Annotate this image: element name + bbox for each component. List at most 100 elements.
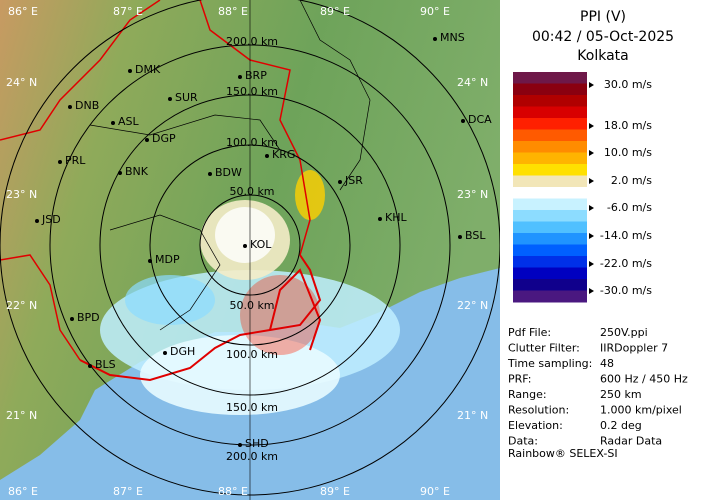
scale-arrow bbox=[589, 261, 594, 267]
panel-site: Kolkata bbox=[577, 48, 628, 64]
lat-label: 24° N bbox=[457, 76, 488, 89]
scale-block bbox=[513, 290, 587, 303]
city-dot bbox=[118, 171, 122, 175]
ring-label: 100.0 km bbox=[226, 136, 278, 149]
scale-arrow bbox=[589, 178, 594, 184]
info-key: Clutter Filter: bbox=[508, 342, 580, 355]
scale-block bbox=[513, 129, 587, 142]
city-dot bbox=[168, 97, 172, 101]
ring-label: 50.0 km bbox=[229, 185, 274, 198]
scale-block bbox=[513, 267, 587, 280]
info-value: IIRDoppler 7 bbox=[600, 342, 668, 355]
scale-block bbox=[513, 141, 587, 153]
scale-arrow bbox=[589, 123, 594, 129]
lon-label: 88° E bbox=[218, 485, 248, 498]
city-dot bbox=[68, 105, 72, 109]
scale-label: 18.0 m/s bbox=[604, 119, 652, 132]
ring-label: 200.0 km bbox=[226, 450, 278, 463]
scale-arrow bbox=[589, 233, 594, 239]
range-rings bbox=[0, 0, 500, 500]
scale-block bbox=[513, 95, 587, 107]
scale-block bbox=[513, 175, 587, 188]
scale-block bbox=[513, 221, 587, 234]
district-border bbox=[109, 214, 221, 331]
city-dot bbox=[458, 235, 462, 239]
city-dot bbox=[148, 259, 152, 263]
city-dot bbox=[88, 364, 92, 368]
info-key: PRF: bbox=[508, 373, 531, 386]
info-value: 0.2 deg bbox=[600, 419, 642, 432]
map: 86° E 86° E 87° E 87° E 88° E 88° E 89° E 89° E… bbox=[0, 0, 500, 500]
panel-title: PPI (V) bbox=[580, 9, 626, 25]
city-label: JSD bbox=[41, 213, 61, 226]
info-value: Radar Data bbox=[600, 435, 662, 448]
city-dot bbox=[58, 160, 62, 164]
city-label: BNK bbox=[125, 165, 149, 178]
footer: Rainbow® SELEX-SI bbox=[508, 447, 618, 460]
lat-label: 21° N bbox=[457, 409, 488, 422]
lon-label: 90° E bbox=[420, 5, 450, 18]
info-value: 250 km bbox=[600, 388, 642, 401]
city-label: JSR bbox=[344, 174, 363, 187]
city-dot bbox=[338, 180, 342, 184]
city-dot bbox=[265, 154, 269, 158]
scale-label: -30.0 m/s bbox=[600, 284, 652, 297]
city-dot bbox=[433, 37, 437, 41]
scale-block bbox=[513, 210, 587, 222]
scale-label: -6.0 m/s bbox=[607, 201, 652, 214]
lon-label: 90° E bbox=[420, 485, 450, 498]
city-label: KHL bbox=[385, 211, 407, 224]
info-key: Pdf File: bbox=[508, 326, 551, 339]
city-dot bbox=[461, 119, 465, 123]
lon-label: 89° E bbox=[320, 485, 350, 498]
district-border bbox=[299, 0, 371, 191]
scale-block bbox=[513, 244, 587, 257]
scale-block bbox=[513, 187, 587, 199]
scale-block bbox=[513, 72, 587, 84]
ring-label: 150.0 km bbox=[226, 401, 278, 414]
city-dot bbox=[111, 121, 115, 125]
city-label: DGP bbox=[152, 132, 176, 145]
city-label: BLS bbox=[95, 358, 116, 371]
ring-label: 50.0 km bbox=[229, 299, 274, 312]
scale-block bbox=[513, 233, 587, 245]
city-dot bbox=[238, 75, 242, 79]
info-value: 600 Hz / 450 Hz bbox=[600, 373, 688, 386]
city-label: PRL bbox=[65, 154, 86, 167]
scale-label: 2.0 m/s bbox=[611, 174, 652, 187]
info-key: Time sampling: bbox=[507, 357, 592, 370]
border bbox=[0, 0, 161, 141]
scale-label: -22.0 m/s bbox=[600, 257, 652, 270]
lon-label: 87° E bbox=[113, 5, 143, 18]
city-label: BDW bbox=[215, 166, 242, 179]
city-label: SUR bbox=[175, 91, 198, 104]
city-label: MDP bbox=[155, 253, 180, 266]
city-dot bbox=[145, 138, 149, 142]
border bbox=[199, 0, 311, 256]
city-label: SHD bbox=[245, 437, 269, 450]
ring-label: 150.0 km bbox=[226, 85, 278, 98]
city-label: BSL bbox=[465, 229, 486, 242]
scale-arrow bbox=[589, 288, 594, 294]
lat-label: 23° N bbox=[6, 188, 37, 201]
info-key: Data: bbox=[508, 435, 538, 448]
info-value: 1.000 km/pixel bbox=[600, 404, 682, 417]
city-dot bbox=[238, 443, 242, 447]
scale-label: -14.0 m/s bbox=[600, 229, 652, 242]
info-key: Resolution: bbox=[508, 404, 569, 417]
scale-arrow bbox=[589, 82, 594, 88]
lat-label: 22° N bbox=[457, 299, 488, 312]
lat-label: 23° N bbox=[457, 188, 488, 201]
scale-arrow bbox=[589, 205, 594, 211]
coastline bbox=[269, 268, 322, 351]
district-border bbox=[89, 114, 281, 151]
city-dot bbox=[70, 317, 74, 321]
scale-block bbox=[513, 118, 587, 130]
lon-label: 86° E bbox=[8, 485, 38, 498]
border bbox=[0, 254, 81, 361]
scale-label: 30.0 m/s bbox=[604, 78, 652, 91]
scale-block bbox=[513, 152, 587, 165]
ring-label: 100.0 km bbox=[226, 348, 278, 361]
lat-label: 21° N bbox=[6, 409, 37, 422]
